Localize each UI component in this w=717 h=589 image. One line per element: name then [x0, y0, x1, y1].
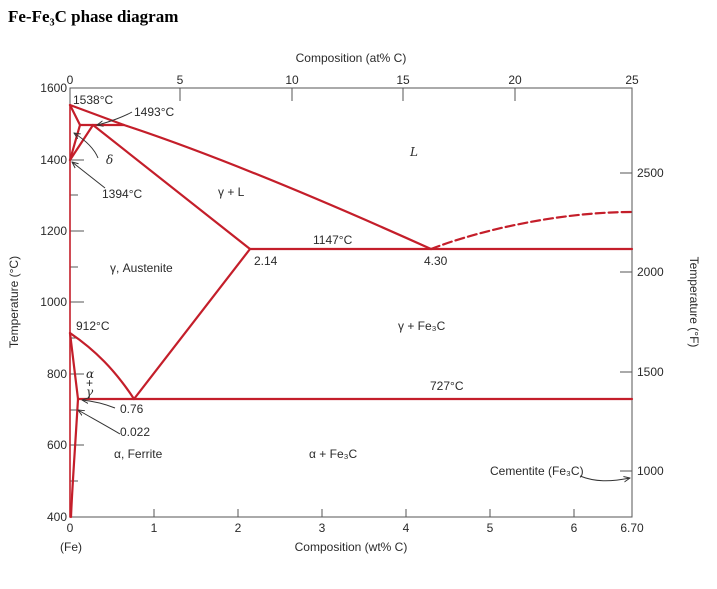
right-tick-labels: 1000 1500 2000 2500 [637, 166, 664, 478]
bottom-tick-label: 1 [151, 521, 158, 535]
page-title: Fe-Fe₃C phase diagram [8, 7, 179, 26]
bottom-tick-label: 6 [571, 521, 578, 535]
bottom-tick-label: 0 [67, 521, 74, 535]
left-tick-label: 1000 [40, 295, 67, 309]
origin-note: (Fe) [60, 540, 82, 554]
right-axis-title: Temperature (°F) [687, 257, 701, 348]
tick-marks [70, 88, 632, 517]
top-tick-label: 20 [508, 73, 522, 87]
phase-cementite: Cementite (Fe₃C) [490, 464, 584, 478]
label-727c: 727°C [430, 379, 464, 393]
label-912c: 912°C [76, 319, 110, 333]
left-tick-label: 600 [47, 438, 67, 452]
top-tick-label: 0 [67, 73, 74, 87]
phase-liquid: L [409, 145, 418, 159]
phase-gamma-cementite: γ + Fe₃C [398, 319, 446, 333]
top-tick-label: 10 [285, 73, 299, 87]
label-1394c: 1394°C [102, 187, 142, 201]
phase-austenite: γ, Austenite [110, 261, 173, 275]
right-tick-label: 2500 [637, 166, 664, 180]
bottom-tick-label: 3 [319, 521, 326, 535]
right-tick-label: 2000 [637, 265, 664, 279]
right-tick-label: 1500 [637, 365, 664, 379]
label-1493c: 1493°C [134, 105, 174, 119]
bottom-tick-label: 6.70 [620, 521, 644, 535]
phase-ferrite: α, Ferrite [114, 447, 163, 461]
liquidus-line [68, 103, 433, 251]
bottom-axis-title: Composition (wt% C) [295, 540, 408, 554]
bottom-tick-labels: 0 1 2 3 4 5 6 6.70 [67, 521, 644, 535]
top-tick-label: 25 [625, 73, 639, 87]
label-4-30: 4.30 [424, 254, 448, 268]
label-1147c: 1147°C [313, 233, 353, 247]
left-tick-label: 400 [47, 510, 67, 524]
label-1538c: 1538°C [73, 93, 113, 107]
label-0-022: 0.022 [120, 425, 150, 439]
top-tick-labels: 0 5 10 15 20 25 [67, 73, 639, 87]
leader-lines [72, 111, 630, 481]
a3-line [68, 331, 136, 401]
alpha-gamma-boundary [68, 331, 80, 401]
bottom-tick-label: 4 [403, 521, 410, 535]
left-tick-label: 1400 [40, 153, 67, 167]
left-tick-label: 1600 [40, 81, 67, 95]
phase-gamma-liquid: γ + L [218, 185, 245, 199]
top-tick-label: 5 [177, 73, 184, 87]
left-tick-labels: 400 600 800 1000 1200 1400 1600 [40, 81, 67, 524]
left-tick-label: 800 [47, 367, 67, 381]
right-tick-label: 1000 [637, 464, 664, 478]
bottom-tick-label: 5 [487, 521, 494, 535]
phase-alpha-cementite: α + Fe₃C [309, 447, 358, 461]
delta-gamma-boundary [68, 123, 95, 162]
phase-boundaries [68, 103, 634, 519]
phase-delta: δ [106, 153, 113, 167]
phase-alpha-gamma-gamma: γ [86, 385, 94, 399]
left-axis-title: Temperature (°C) [7, 256, 21, 348]
liquidus-hypereutectic [429, 210, 634, 251]
top-tick-label: 15 [396, 73, 410, 87]
ferrite-solvus [69, 397, 80, 519]
bottom-tick-label: 2 [235, 521, 242, 535]
label-0-76: 0.76 [120, 402, 144, 416]
phase-alpha-gamma-alpha: α [86, 367, 94, 381]
label-2-14: 2.14 [254, 254, 278, 268]
left-tick-label: 1200 [40, 224, 67, 238]
acm-line [132, 247, 252, 401]
phase-alpha-gamma-plus: + [86, 376, 93, 390]
austenite-solidus [91, 123, 252, 251]
top-axis-title: Composition (at% C) [296, 51, 407, 65]
